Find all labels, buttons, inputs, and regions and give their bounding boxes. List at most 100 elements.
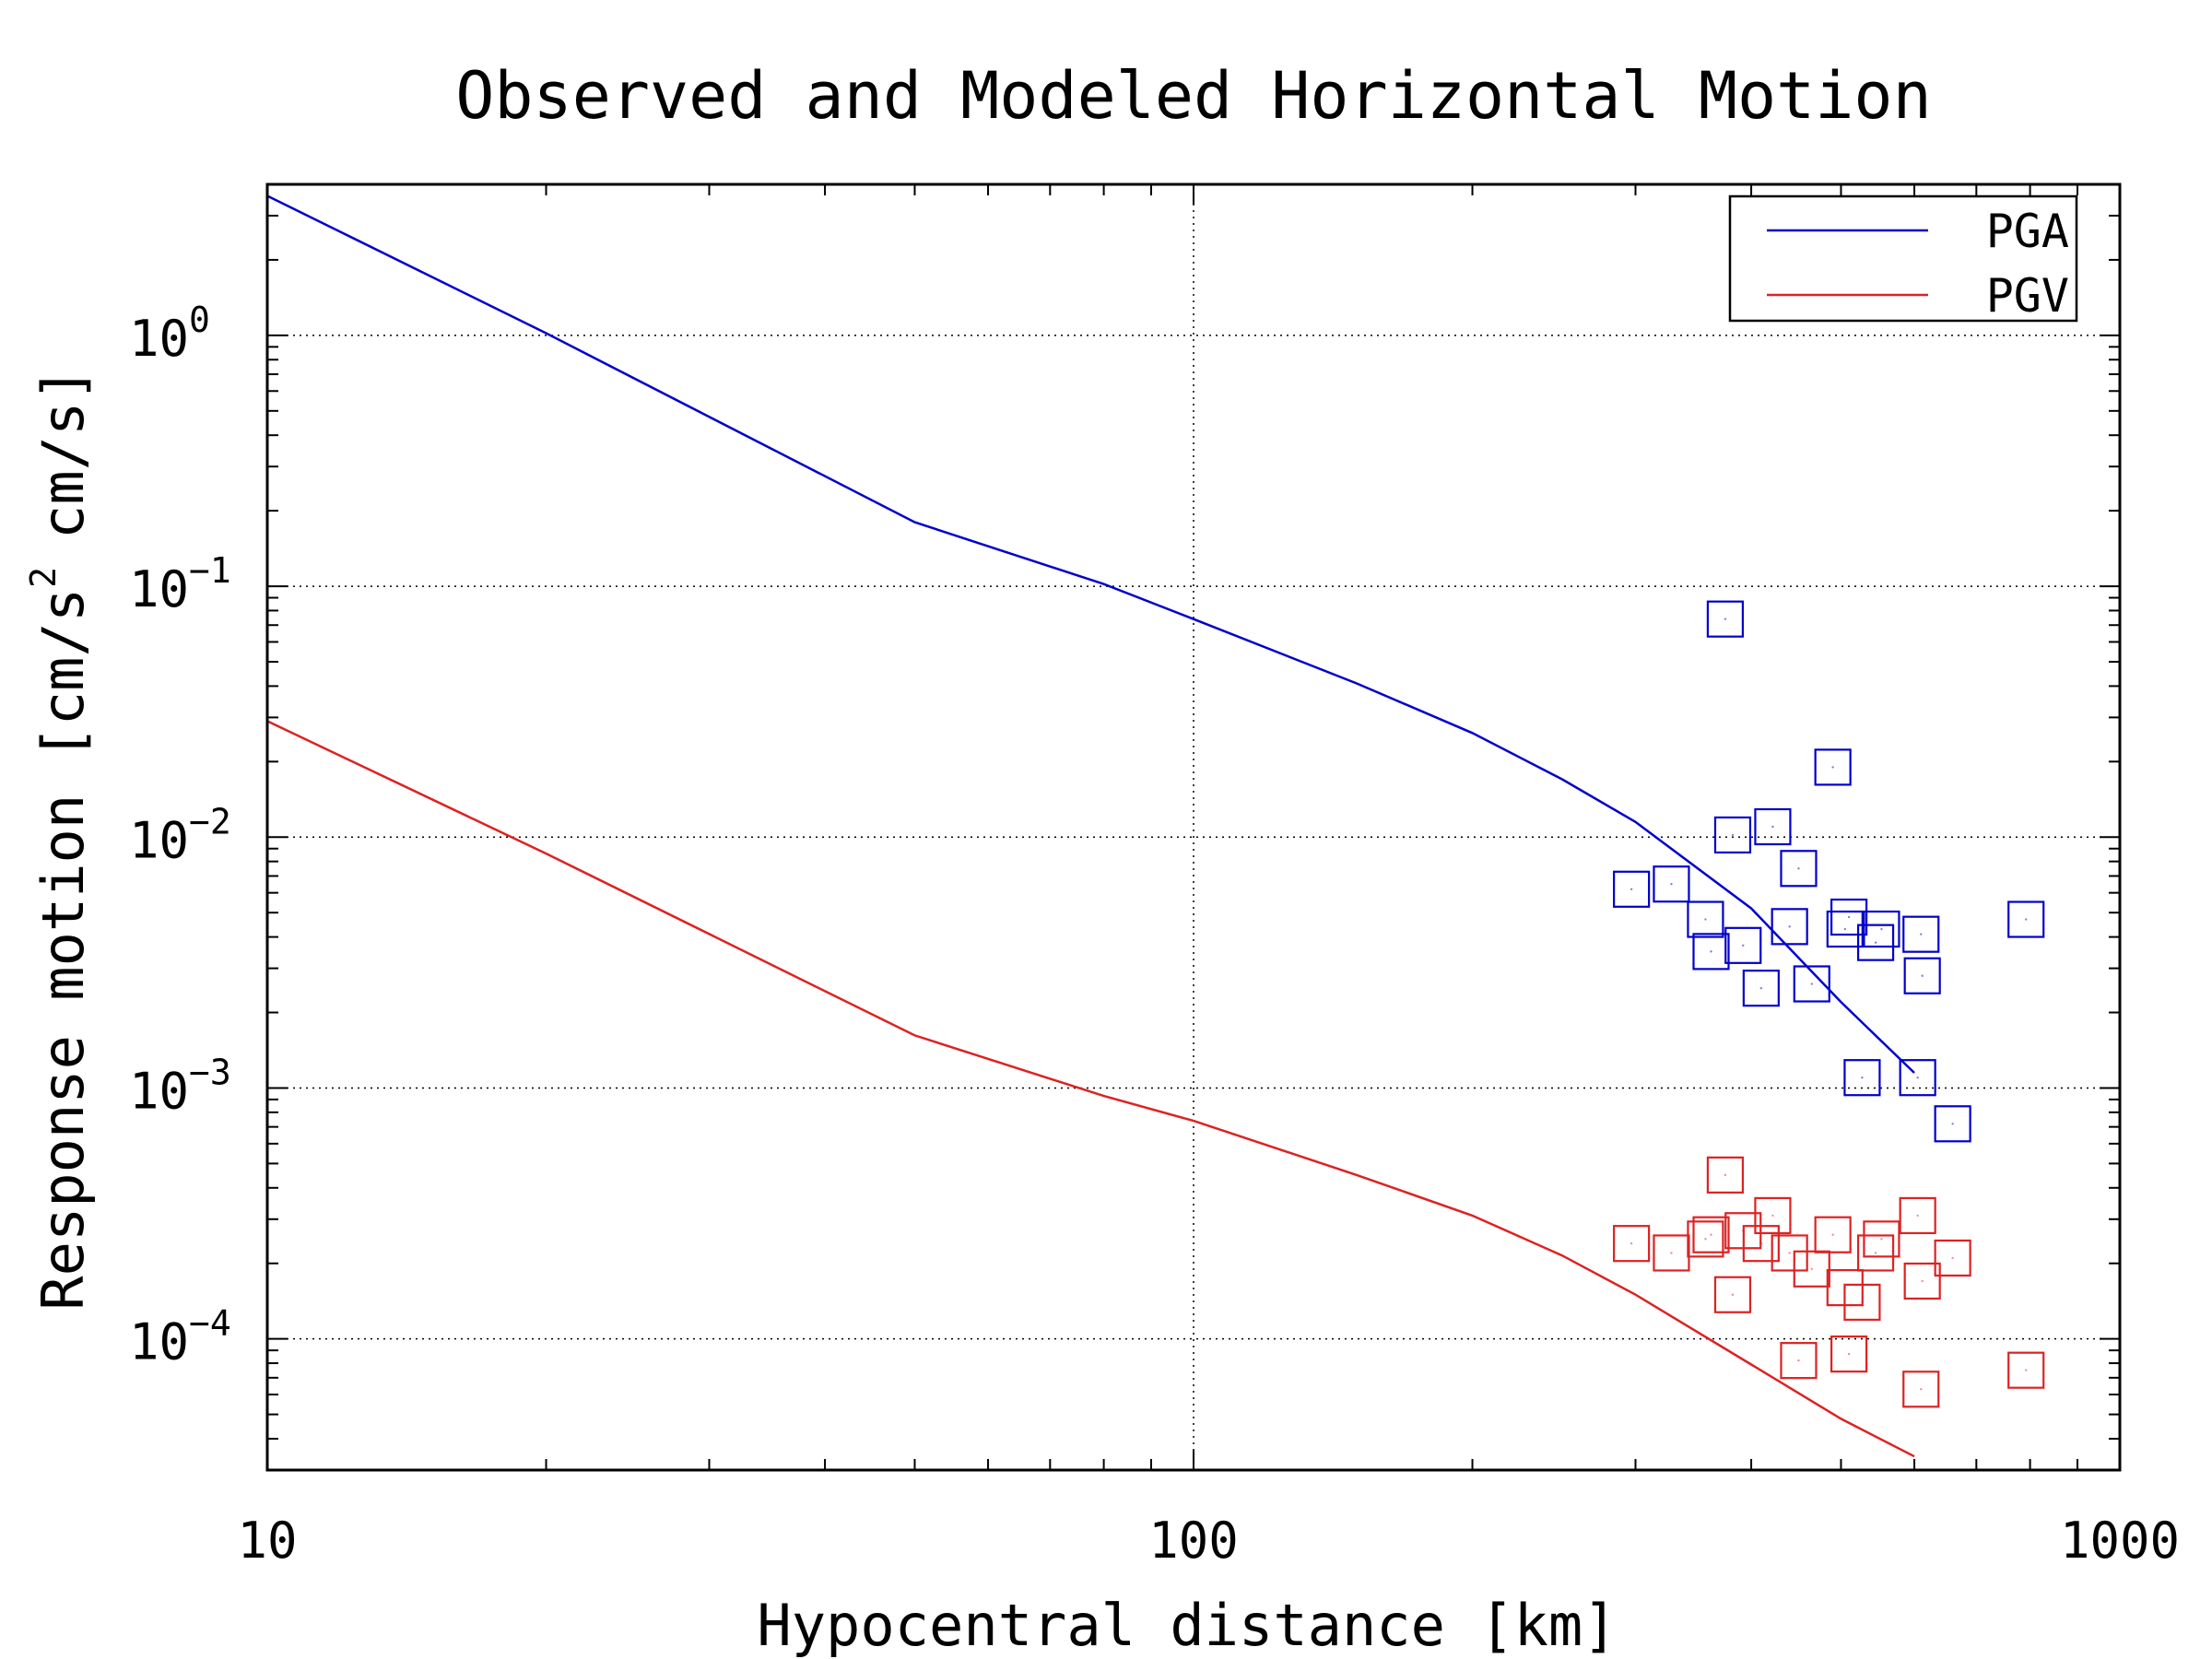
pgv-observed-dot: [1916, 1214, 1919, 1218]
pgv-observed-marker: [1613, 1225, 1651, 1263]
chart-title: Observed and Modeled Horizontal Motion: [455, 58, 1931, 134]
pga-observed-dot: [1831, 766, 1834, 769]
pga-observed-dot: [1704, 918, 1707, 921]
y-tick-label: 10−2: [129, 801, 231, 869]
pga-observed-marker: [1713, 816, 1752, 854]
pga-observed-marker: [1934, 1105, 1971, 1143]
x-tick-label: 10: [237, 1512, 297, 1570]
legend: PGA PGV: [1728, 194, 2078, 323]
pgv-observed-marker: [1692, 1216, 1730, 1253]
x-tick-label: 100: [1148, 1512, 1239, 1570]
pgv-observed-marker: [2007, 1351, 2045, 1389]
pgv-observed-dot: [2025, 1369, 2028, 1371]
pga-observed-dot: [1880, 927, 1883, 931]
x-tick-labels: 10 100 1000: [237, 1512, 2180, 1570]
pga-observed-dot: [1630, 888, 1633, 890]
y-axis-title-sup: 2: [23, 567, 64, 588]
y-axis-title-main: Response motion [cm/s: [29, 588, 97, 1311]
pga-observed-marker: [1653, 865, 1690, 903]
pgv-observed-dot: [1921, 1279, 1924, 1283]
x-axis-title: Hypocentral distance [km]: [757, 1592, 1617, 1659]
pga-observed-marker: [1863, 910, 1900, 948]
pga-observed-dot: [1710, 950, 1712, 953]
pgv-observed-dot: [1797, 1359, 1800, 1362]
legend-box: [1728, 194, 2078, 323]
pga-observed-marker: [1902, 915, 1940, 953]
pga-observed-dot: [1861, 1077, 1864, 1079]
pgv-observed-marker: [1771, 1234, 1808, 1272]
y-axis-title-tail: cm/s]: [29, 367, 97, 539]
pga-model-line: [266, 194, 1915, 1074]
pgv-observed-dot: [1920, 1388, 1923, 1391]
pgv-observed-dot: [1874, 1252, 1877, 1254]
pgv-observed-dot: [1880, 1238, 1883, 1241]
pga-observed-marker: [1899, 1059, 1936, 1097]
legend-pga-label: PGA: [1986, 205, 2069, 258]
y-tick-base: 10: [129, 1313, 189, 1371]
y-axis-title: Response motion [cm/s2 cm/s]: [23, 367, 97, 1310]
pga-observed-dot: [1847, 915, 1851, 919]
x-tick-label: 1000: [2060, 1512, 2180, 1570]
pgv-observed-marker: [1903, 1262, 1941, 1300]
y-tick-base: 10: [129, 310, 189, 368]
pgv-observed-marker: [1687, 1220, 1724, 1258]
pgv-observed-dot: [1704, 1238, 1707, 1241]
pgv-observed-marker: [1814, 1216, 1852, 1253]
pga-observed-dot: [1670, 883, 1673, 886]
y-tick-exponent: −1: [189, 550, 231, 591]
pgv-observed-dot: [1951, 1256, 1954, 1260]
y-tick-label: 100: [129, 300, 210, 368]
pga-observed-dot: [1916, 1077, 1919, 1079]
pga-observed-dot: [1771, 825, 1774, 829]
pga-observed-marker: [1830, 898, 1868, 936]
pga-observed-marker: [1613, 870, 1651, 908]
pga-observed-dot: [1921, 974, 1924, 977]
pga-observed-marker: [1687, 900, 1724, 938]
pga-observed-marker: [1903, 957, 1941, 994]
pga-observed-marker: [1826, 910, 1864, 948]
pga-observed-marker: [1814, 748, 1852, 786]
pga-observed-dot: [1843, 927, 1847, 931]
pga-observed-marker: [1742, 970, 1780, 1007]
y-tick-base: 10: [129, 560, 189, 618]
pga-observed-dot: [1951, 1123, 1954, 1125]
series-points: [1613, 600, 2045, 1408]
pga-observed-marker: [1706, 600, 1745, 638]
pgv-observed-marker: [1843, 1283, 1881, 1321]
y-tick-label: 10−4: [129, 1303, 231, 1371]
pgv-observed-dot: [1710, 1233, 1712, 1236]
legend-pgv-label: PGV: [1986, 269, 2069, 323]
pga-observed-dot: [1920, 933, 1923, 935]
pgv-observed-dot: [1731, 1293, 1735, 1296]
pgv-observed-marker: [1742, 1225, 1780, 1263]
pgv-observed-dot: [1670, 1252, 1673, 1254]
pgv-observed-dot: [1861, 1300, 1864, 1304]
pga-observed-dot: [1874, 941, 1877, 944]
pga-observed-dot: [1759, 986, 1763, 990]
pgv-observed-marker: [1793, 1250, 1830, 1288]
pga-observed-marker: [1771, 908, 1808, 946]
pga-observed-marker: [1692, 933, 1730, 971]
y-tick-base: 10: [129, 811, 189, 869]
pgv-observed-marker: [1754, 1196, 1792, 1235]
ticks: [266, 183, 2120, 1471]
pga-observed-dot: [1797, 867, 1800, 870]
pga-observed-dot: [1788, 925, 1791, 928]
pgv-observed-dot: [1771, 1214, 1774, 1218]
pga-observed-dot: [1724, 618, 1727, 620]
pgv-observed-marker: [1706, 1156, 1745, 1194]
pga-observed-marker: [1843, 1059, 1881, 1097]
y-tick-label: 10−1: [129, 550, 231, 618]
pgv-observed-dot: [1759, 1241, 1763, 1245]
pgv-observed-marker: [1830, 1335, 1868, 1373]
pgv-observed-dot: [1847, 1352, 1851, 1356]
pgv-observed-marker: [1863, 1220, 1900, 1258]
y-tick-label: 10−3: [129, 1052, 231, 1120]
series-lines: [266, 194, 1915, 1458]
pgv-observed-marker: [1713, 1276, 1752, 1313]
pgv-observed-dot: [1630, 1241, 1633, 1245]
pga-observed-marker: [1724, 926, 1762, 964]
pga-observed-marker: [2007, 900, 2045, 938]
